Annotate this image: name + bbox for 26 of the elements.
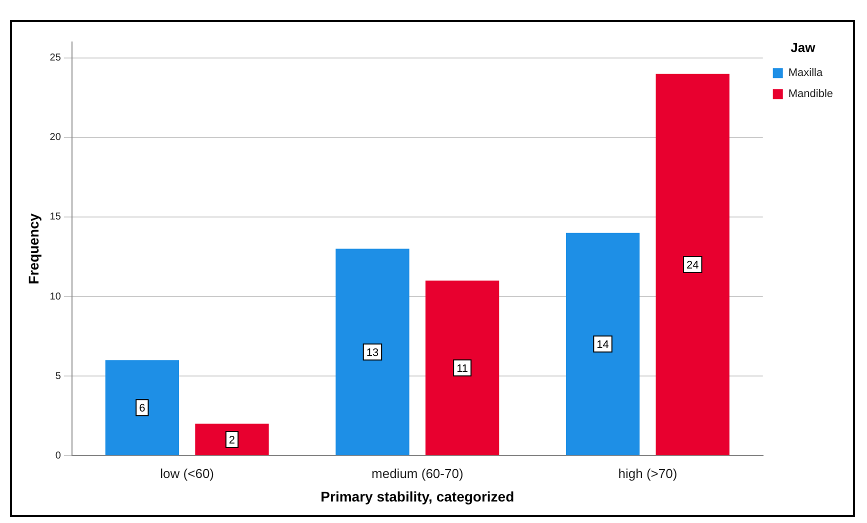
bar: [566, 232, 640, 456]
data-label: 6: [139, 402, 146, 415]
x-tick-label: low (<60): [160, 466, 214, 481]
legend-title: Jaw: [790, 40, 816, 56]
legend-label: Maxilla: [788, 67, 824, 80]
x-axis-title: Primary stability, categorized: [320, 488, 514, 504]
y-tick-label: 25: [50, 52, 62, 64]
data-label: 14: [596, 339, 609, 352]
y-tick-label: 15: [50, 212, 62, 223]
y-axis-title: Frequency: [25, 213, 42, 284]
data-label: 13: [366, 346, 379, 359]
y-tick-label: 5: [55, 370, 62, 382]
y-tick-label: 10: [50, 291, 62, 302]
x-tick-label: medium (60-70): [372, 466, 464, 481]
bar: [656, 74, 730, 456]
y-tick-label: 0: [55, 450, 62, 462]
bar: [105, 360, 179, 456]
bar: [195, 424, 269, 456]
x-tick-label: high (>70): [618, 466, 678, 481]
bar: [425, 280, 500, 456]
data-label: 2: [228, 434, 236, 446]
data-label: 24: [686, 259, 699, 272]
bar: [336, 248, 410, 456]
data-label: 11: [456, 362, 468, 375]
y-tick-label: 20: [50, 132, 62, 144]
legend-label: Mandible: [788, 88, 833, 100]
